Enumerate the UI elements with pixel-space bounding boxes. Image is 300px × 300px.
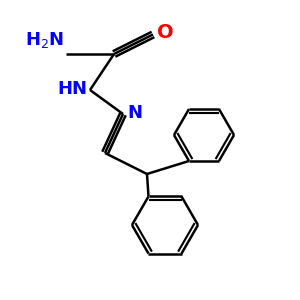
Text: H$_2$N: H$_2$N <box>25 29 64 50</box>
Text: N: N <box>128 103 142 122</box>
Text: O: O <box>158 23 174 43</box>
Text: HN: HN <box>57 80 87 98</box>
